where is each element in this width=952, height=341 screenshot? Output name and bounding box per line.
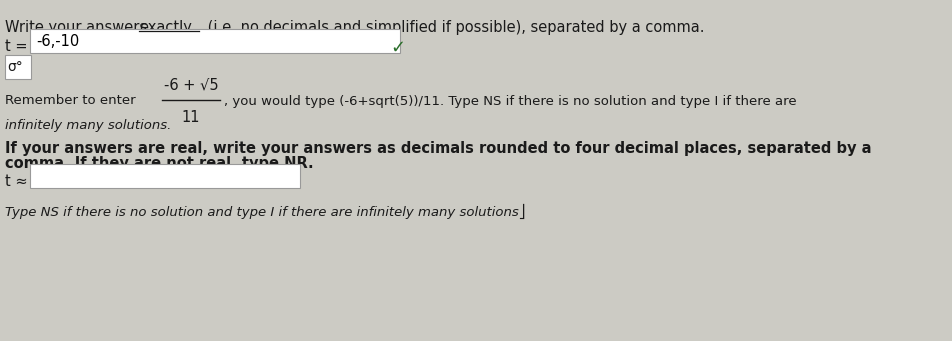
FancyBboxPatch shape (30, 29, 400, 53)
FancyBboxPatch shape (30, 164, 300, 188)
Text: t ≈: t ≈ (5, 174, 28, 189)
FancyBboxPatch shape (5, 55, 31, 79)
Text: t =: t = (5, 39, 28, 54)
Text: If your answers are real, write your answers as decimals rounded to four decimal: If your answers are real, write your ans… (5, 141, 870, 156)
Text: Write your answers: Write your answers (5, 20, 151, 35)
Text: -6 + √5: -6 + √5 (164, 77, 218, 92)
Text: σ°: σ° (7, 60, 23, 74)
Text: Remember to enter: Remember to enter (5, 94, 135, 107)
Text: comma. If they are not real, type NR.: comma. If they are not real, type NR. (5, 156, 313, 171)
Text: , you would type (-6+sqrt(5))/11. Type NS if there is no solution and type I if : , you would type (-6+sqrt(5))/11. Type N… (224, 94, 796, 107)
Text: 11: 11 (182, 110, 200, 125)
Text: exactly: exactly (139, 20, 191, 35)
Text: infinitely many solutions.: infinitely many solutions. (5, 119, 171, 132)
Text: (i.e. no decimals and simplified if possible), separated by a comma.: (i.e. no decimals and simplified if poss… (203, 20, 704, 35)
Text: ✓: ✓ (389, 39, 405, 57)
Text: Type NS if there is no solution and type I if there are infinitely many solution: Type NS if there is no solution and type… (5, 204, 525, 219)
Text: -6,-10: -6,-10 (36, 33, 79, 48)
